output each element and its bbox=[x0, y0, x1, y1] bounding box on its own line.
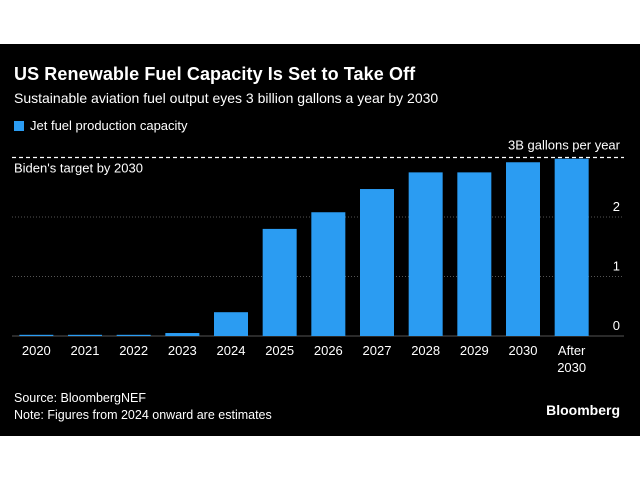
bar bbox=[19, 334, 54, 336]
bar bbox=[360, 189, 394, 336]
legend: Jet fuel production capacity bbox=[14, 118, 188, 133]
legend-swatch bbox=[14, 120, 24, 131]
bloomberg-logo: Bloomberg bbox=[546, 402, 620, 418]
x-tick-label: 2020 bbox=[22, 343, 51, 358]
chart-card: US Renewable Fuel Capacity Is Set to Tak… bbox=[0, 44, 640, 436]
y-tick-label: 0 bbox=[613, 318, 620, 333]
x-axis-labels: 2020 2021 2022 2023 2024 2025 2026 2027 2028 2029… bbox=[22, 343, 586, 375]
x-tick-label: After 2030 bbox=[557, 343, 586, 375]
x-tick-label: 2026 bbox=[314, 343, 343, 358]
bar-chart: 2020 2021 2022 2023 2024 2025 2026 2027 2028 2029… bbox=[12, 138, 624, 375]
target-value-label: 3B gallons per year bbox=[508, 138, 621, 153]
legend-label: Jet fuel production capacity bbox=[30, 118, 188, 133]
x-tick-label: 2021 bbox=[71, 343, 100, 358]
y-tick-label: 1 bbox=[613, 259, 620, 274]
chart-subtitle: Sustainable aviation fuel output eyes 3 … bbox=[14, 90, 439, 106]
bar bbox=[68, 334, 102, 336]
bar bbox=[165, 333, 200, 336]
x-tick-label: 2030 bbox=[509, 343, 538, 358]
estimate-note: Note: Figures from 2024 onward are estim… bbox=[14, 408, 272, 422]
x-tick-label: 2022 bbox=[119, 343, 148, 358]
bar-layer bbox=[19, 158, 589, 336]
x-tick-label: 2024 bbox=[217, 343, 246, 358]
source-note: Source: BloombergNEF bbox=[14, 391, 147, 405]
x-tick-label: 2029 bbox=[460, 343, 489, 358]
bar bbox=[408, 172, 443, 336]
target-label: Biden's target by 2030 bbox=[14, 161, 143, 176]
y-tick-label: 2 bbox=[613, 199, 620, 214]
x-tick-label: 2027 bbox=[363, 343, 392, 358]
bar bbox=[116, 334, 151, 336]
bar bbox=[214, 312, 248, 336]
chart-title: US Renewable Fuel Capacity Is Set to Tak… bbox=[14, 64, 416, 84]
x-tick-label: 2028 bbox=[411, 343, 440, 358]
bar bbox=[457, 172, 492, 336]
x-tick-label: 2023 bbox=[168, 343, 197, 358]
bar bbox=[262, 228, 297, 336]
bar bbox=[311, 212, 346, 336]
bar bbox=[506, 162, 540, 336]
footer: Source: BloombergNEF Note: Figures from … bbox=[14, 390, 272, 424]
bar bbox=[554, 158, 589, 336]
x-tick-label: 2025 bbox=[265, 343, 294, 358]
y-axis-labels: 0 1 2 bbox=[613, 199, 620, 333]
